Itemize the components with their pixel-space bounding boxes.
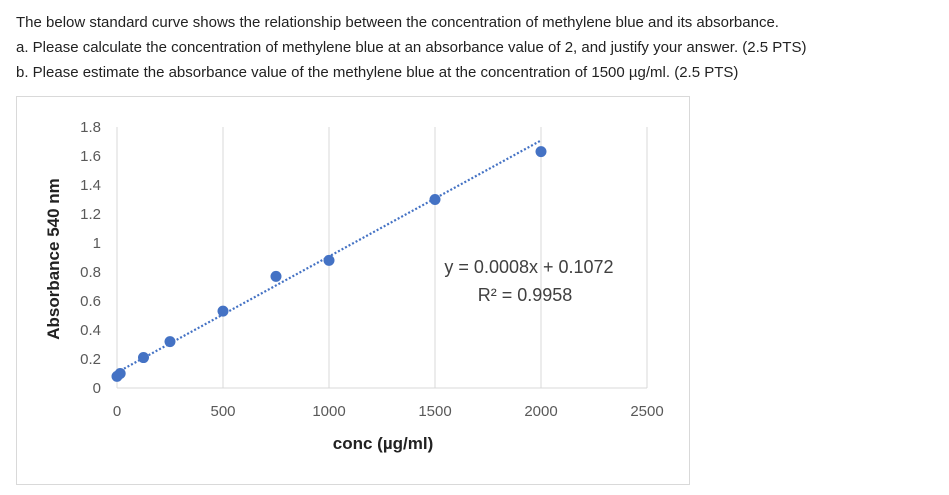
x-tick-label: 0 bbox=[113, 403, 121, 420]
data-points bbox=[111, 146, 547, 382]
standard-curve-chart: 0 500 1000 1500 2000 2500 0 0.2 0.4 0.6 0.8 1 1.2 1.… bbox=[44, 119, 664, 453]
x-tick-label: 1000 bbox=[312, 403, 345, 420]
question-intro: The below standard curve shows the relat… bbox=[16, 14, 779, 31]
trendline-r-squared: R² = 0.9958 bbox=[478, 285, 573, 305]
question-text: The below standard curve shows the relat… bbox=[16, 10, 936, 85]
data-point bbox=[535, 146, 547, 158]
data-point bbox=[270, 270, 282, 282]
y-tick-label: 1.8 bbox=[80, 119, 101, 136]
trendline-equation: y = 0.0008x + 0.1072 bbox=[444, 257, 613, 277]
x-tick-labels: 0 500 1000 1500 2000 2500 bbox=[113, 403, 664, 420]
data-point bbox=[164, 336, 176, 348]
x-tick-label: 2000 bbox=[524, 403, 557, 420]
y-axis-title: Absorbance 540 nm bbox=[44, 178, 63, 340]
y-tick-label: 1.6 bbox=[80, 148, 101, 165]
x-tick-label: 2500 bbox=[630, 403, 663, 420]
y-tick-label: 0.4 bbox=[80, 322, 101, 339]
y-tick-label: 0.8 bbox=[80, 264, 101, 281]
y-tick-labels: 0 0.2 0.4 0.6 0.8 1 1.2 1.4 1.6 1.8 bbox=[80, 119, 101, 397]
y-tick-label: 0.6 bbox=[80, 293, 101, 310]
y-tick-label: 0.2 bbox=[80, 351, 101, 368]
y-tick-label: 0 bbox=[93, 380, 101, 397]
data-point bbox=[138, 352, 149, 364]
chart-frame: 0 500 1000 1500 2000 2500 0 0.2 0.4 0.6 0.8 1 1.2 1.… bbox=[16, 96, 690, 485]
y-tick-label: 1.2 bbox=[80, 206, 101, 223]
data-point bbox=[217, 305, 229, 317]
y-tick-label: 1.4 bbox=[80, 177, 101, 194]
gridlines bbox=[116, 127, 648, 389]
question-part-b: b. Please estimate the absorbance value … bbox=[16, 64, 739, 81]
data-point bbox=[323, 254, 335, 266]
question-part-a: a. Please calculate the concentration of… bbox=[16, 39, 807, 56]
data-point bbox=[114, 368, 126, 379]
x-tick-label: 500 bbox=[210, 403, 235, 420]
y-tick-label: 1 bbox=[93, 235, 101, 252]
x-tick-label: 1500 bbox=[418, 403, 451, 420]
data-point bbox=[429, 194, 441, 205]
x-axis-title: conc (µg/ml) bbox=[333, 434, 433, 453]
